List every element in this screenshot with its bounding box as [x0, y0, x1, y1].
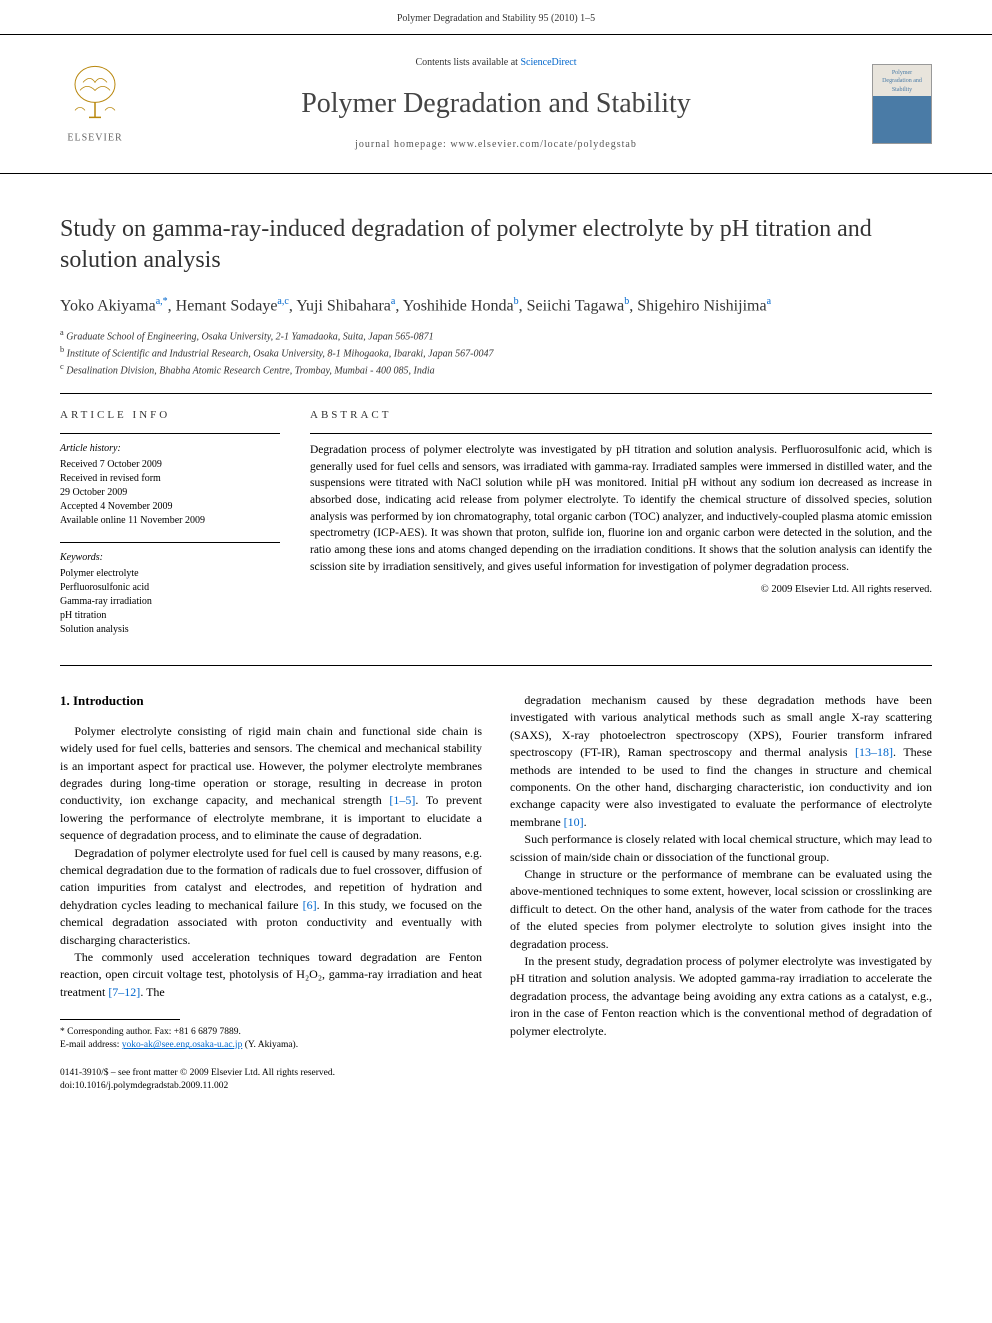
keyword: Perfluorosulfonic acid: [60, 581, 280, 595]
right-column: degradation mechanism caused by these de…: [510, 692, 932, 1093]
history-line: Received 7 October 2009: [60, 458, 280, 472]
section-heading: 1. Introduction: [60, 692, 482, 711]
keywords-label: Keywords:: [60, 551, 280, 565]
corresponding-fax: * Corresponding author. Fax: +81 6 6879 …: [60, 1026, 482, 1039]
affiliation-line: a Graduate School of Engineering, Osaka …: [60, 327, 932, 344]
affiliation-line: b Institute of Scientific and Industrial…: [60, 344, 932, 361]
affiliation-line: c Desalination Division, Bhabha Atomic R…: [60, 361, 932, 378]
history-line: Available online 11 November 2009: [60, 514, 280, 528]
body-paragraph: Such performance is closely related with…: [510, 831, 932, 866]
doi-line: doi:10.1016/j.polymdegradstab.2009.11.00…: [60, 1080, 482, 1093]
journal-masthead: ELSEVIER Contents lists available at Sci…: [0, 34, 992, 174]
history-line: 29 October 2009: [60, 486, 280, 500]
body-columns: 1. Introduction Polymer electrolyte cons…: [60, 692, 932, 1093]
article-title: Study on gamma-ray-induced degradation o…: [60, 214, 932, 276]
left-column: 1. Introduction Polymer electrolyte cons…: [60, 692, 482, 1093]
body-paragraph: Polymer electrolyte consisting of rigid …: [60, 723, 482, 845]
divider: [60, 393, 932, 394]
journal-name: Polymer Degradation and Stability: [60, 84, 932, 123]
footnote-separator: [60, 1019, 180, 1020]
history-line: Accepted 4 November 2009: [60, 500, 280, 514]
history-label: Article history:: [60, 442, 280, 456]
citation-ref[interactable]: [6]: [303, 898, 317, 912]
article-history-block: Article history: Received 7 October 2009…: [60, 442, 280, 528]
publisher-logo: ELSEVIER: [60, 62, 130, 145]
keyword: pH titration: [60, 609, 280, 623]
body-paragraph: degradation mechanism caused by these de…: [510, 692, 932, 831]
elsevier-tree-icon: [65, 62, 125, 122]
citation-ref[interactable]: [10]: [564, 815, 584, 829]
journal-homepage: journal homepage: www.elsevier.com/locat…: [60, 138, 932, 152]
email-suffix: (Y. Akiyama).: [242, 1040, 298, 1050]
article-info-heading: ARTICLE INFO: [60, 408, 280, 423]
body-paragraph: In the present study, degradation proces…: [510, 953, 932, 1040]
keywords-block: Keywords: Polymer electrolytePerfluorosu…: [60, 551, 280, 637]
author-list: Yoko Akiyamaa,*, Hemant Sodayea,c, Yuji …: [60, 294, 932, 318]
article-info-sidebar: ARTICLE INFO Article history: Received 7…: [60, 408, 280, 651]
body-paragraph: Change in structure or the performance o…: [510, 866, 932, 953]
sciencedirect-link[interactable]: ScienceDirect: [520, 57, 576, 68]
history-line: Received in revised form: [60, 472, 280, 486]
keyword: Solution analysis: [60, 623, 280, 637]
running-head: Polymer Degradation and Stability 95 (20…: [0, 0, 992, 34]
citation-ref[interactable]: [7–12]: [108, 985, 140, 999]
contents-prefix: Contents lists available at: [415, 57, 520, 68]
divider: [60, 665, 932, 666]
keyword: Gamma-ray irradiation: [60, 595, 280, 609]
corresponding-email-link[interactable]: yoko-ak@see.eng.osaka-u.ac.jp: [122, 1040, 243, 1050]
cover-thumb-text: Polymer Degradation and Stability: [882, 70, 922, 93]
affiliations: a Graduate School of Engineering, Osaka …: [60, 327, 932, 379]
abstract-heading: ABSTRACT: [310, 408, 932, 423]
email-label: E-mail address:: [60, 1040, 122, 1050]
divider: [60, 433, 280, 434]
abstract-text: Degradation process of polymer electroly…: [310, 442, 932, 575]
keyword: Polymer electrolyte: [60, 567, 280, 581]
masthead-center: Contents lists available at ScienceDirec…: [60, 56, 932, 151]
abstract: ABSTRACT Degradation process of polymer …: [310, 408, 932, 651]
publisher-name: ELSEVIER: [60, 132, 130, 146]
abstract-copyright: © 2009 Elsevier Ltd. All rights reserved…: [310, 583, 932, 598]
body-paragraph: The commonly used acceleration technique…: [60, 949, 482, 1001]
corresponding-author-note: * Corresponding author. Fax: +81 6 6879 …: [60, 1026, 482, 1053]
contents-available-line: Contents lists available at ScienceDirec…: [60, 56, 932, 70]
front-matter-line: 0141-3910/$ – see front matter © 2009 El…: [60, 1067, 482, 1080]
citation-ref[interactable]: [13–18]: [855, 745, 893, 759]
divider: [60, 542, 280, 543]
doi-block: 0141-3910/$ – see front matter © 2009 El…: [60, 1067, 482, 1094]
divider: [310, 433, 932, 434]
body-paragraph: Degradation of polymer electrolyte used …: [60, 845, 482, 949]
journal-cover-thumbnail: Polymer Degradation and Stability: [872, 64, 932, 144]
citation-ref[interactable]: [1–5]: [389, 793, 415, 807]
